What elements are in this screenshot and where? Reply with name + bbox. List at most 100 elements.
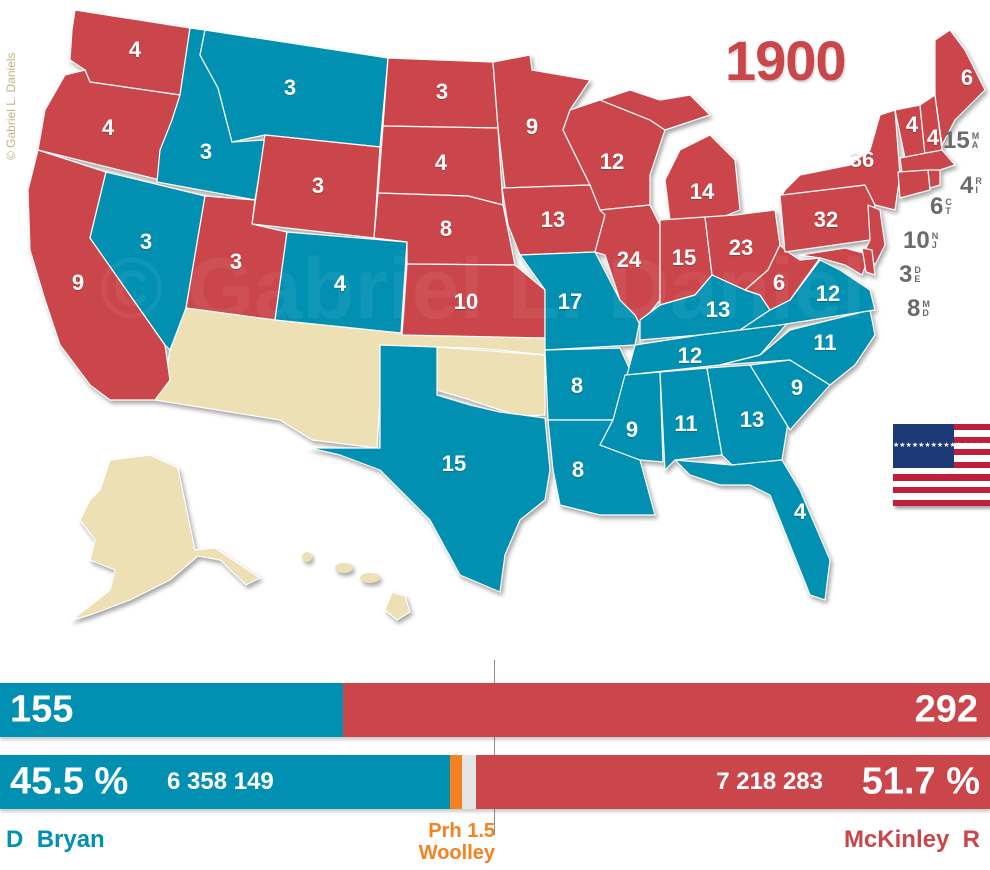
election-year-title: 1900 [725, 29, 847, 92]
ev-label-WI: 12 [599, 149, 625, 174]
ev-label-FL: 4 [793, 499, 807, 524]
third-party-name: Woolley [418, 842, 495, 864]
ev-label-ND: 3 [435, 79, 449, 104]
abbr-bottom: D [922, 308, 929, 318]
popular-vote-bar: 45.5 % 6 358 149 7 218 283 51.7 % [0, 755, 990, 809]
state-WV [744, 244, 821, 311]
democrat-ev-count: 155 [10, 688, 74, 731]
state-MO [519, 251, 641, 351]
copyright-text: © Gabriel L. Daniels [4, 52, 18, 160]
ev-label-NE: 8 [439, 216, 453, 241]
ev-label-KY: 13 [705, 297, 731, 322]
state-MS [599, 371, 664, 463]
abbr-bottom: E [914, 274, 921, 284]
prohibition-segment [450, 755, 462, 809]
state-MI-UP [599, 89, 711, 131]
democrat-candidate-label: D Bryan [6, 826, 105, 854]
state-CO [274, 231, 408, 334]
ev-label-NV: 3 [139, 229, 153, 254]
state-FL [674, 459, 831, 601]
ev-label-MT: 3 [283, 75, 297, 100]
ev-label-CO: 4 [333, 271, 347, 296]
ev-label-CA: 9 [71, 270, 85, 295]
ev-label-SC: 9 [790, 375, 804, 400]
state-HI-4 [384, 591, 411, 621]
ev-label-NH: 4 [926, 125, 940, 150]
ev-label-WA: 4 [128, 37, 142, 62]
ev-label-MO: 17 [557, 289, 583, 314]
state-MI [664, 134, 741, 221]
republican-candidate-name: McKinley [843, 826, 950, 853]
ev-label-AR: 8 [570, 373, 584, 398]
callout-ev: 4 [960, 172, 974, 199]
state-MD [799, 247, 871, 276]
state-RI [927, 169, 941, 189]
ev-label-OR: 4 [101, 115, 115, 140]
ev-label-VT: 4 [905, 112, 919, 137]
ev-label-NC: 11 [813, 330, 837, 355]
majority-midline [494, 660, 495, 835]
ev-label-KS: 10 [453, 289, 479, 314]
ev-label-IN: 15 [671, 245, 697, 270]
ev-label-AL: 11 [674, 411, 698, 436]
state-ME [934, 29, 986, 146]
ev-label-UT: 3 [229, 249, 243, 274]
democrat-votes: 6 358 149 [167, 768, 274, 795]
democrat-ev-segment: 155 [0, 683, 343, 737]
republican-pct: 51.7 % [861, 760, 980, 803]
state-HI-1 [302, 552, 312, 562]
state-HI-2 [335, 563, 353, 573]
democrat-popular-segment: 45.5 % 6 358 149 [0, 755, 450, 809]
state-NC [719, 309, 876, 386]
republican-party-letter: R [962, 826, 980, 853]
callout-ev: 8 [907, 295, 921, 322]
ev-label-MS: 9 [625, 417, 639, 442]
ev-label-SD: 4 [434, 150, 448, 175]
state-HI-3 [360, 573, 380, 583]
ev-label-MN: 9 [525, 114, 539, 139]
abbr-bottom: A [971, 140, 979, 150]
abbr-top: M [922, 299, 930, 309]
abbr-top: N [931, 231, 939, 241]
callout-ev: 15 [943, 127, 970, 154]
ev-label-PA: 32 [813, 207, 839, 232]
republican-candidate-label: McKinley R [844, 826, 980, 854]
state-AL [659, 367, 723, 471]
abbr-bottom: T [945, 206, 951, 216]
ev-label-ME: 6 [960, 65, 974, 90]
callout-ev: 6 [930, 193, 944, 220]
third-party-pct: Prh 1.5 [428, 820, 495, 842]
state-DE [861, 247, 876, 276]
other-segment [462, 755, 476, 809]
ev-label-WY: 3 [311, 173, 325, 198]
ev-label-NY: 36 [849, 147, 875, 172]
democrat-candidate-name: Bryan [36, 826, 105, 853]
us-flag-icon: ★★★★★★★★★★★★★★★★★★★★★★★★★★★★★★★★★★★★★★★★… [893, 424, 990, 506]
state-CT [897, 169, 931, 199]
state-NY [781, 109, 901, 211]
ev-label-TX: 15 [441, 451, 467, 476]
republican-ev-segment: 292 [343, 683, 990, 737]
republican-ev-count: 292 [914, 688, 978, 731]
us-electoral-map [27, 9, 986, 621]
third-party-label: Prh 1.5 Woolley [419, 820, 495, 864]
ev-label-VA: 12 [815, 281, 841, 306]
abbr-top: M [971, 131, 980, 141]
ev-label-IA: 13 [540, 207, 566, 232]
electoral-vote-bar: 155 292 [0, 683, 990, 737]
state-TX [309, 344, 551, 593]
abbr-top: R [975, 176, 982, 186]
democrat-party-letter: D [6, 826, 24, 853]
republican-popular-segment: 7 218 283 51.7 % [476, 755, 990, 809]
ev-label-OH: 23 [728, 235, 754, 260]
abbr-top: D [914, 265, 921, 275]
state-IL [594, 204, 661, 326]
ev-label-LA: 8 [571, 457, 585, 482]
state-MA [899, 149, 956, 173]
